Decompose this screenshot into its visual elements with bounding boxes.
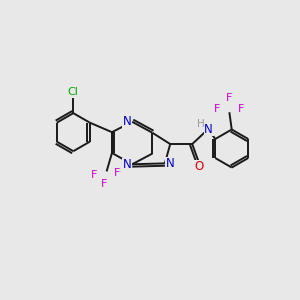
Text: F: F [114,168,120,178]
Text: O: O [194,160,203,173]
Text: F: F [226,93,232,103]
Text: F: F [238,104,244,114]
Text: F: F [101,179,107,189]
Text: N: N [122,115,131,128]
Text: H: H [197,119,205,129]
Text: F: F [214,104,220,114]
Text: Cl: Cl [67,87,78,97]
Text: F: F [91,170,97,180]
Text: N: N [166,158,175,170]
Text: N: N [204,123,213,136]
Text: N: N [122,158,131,171]
